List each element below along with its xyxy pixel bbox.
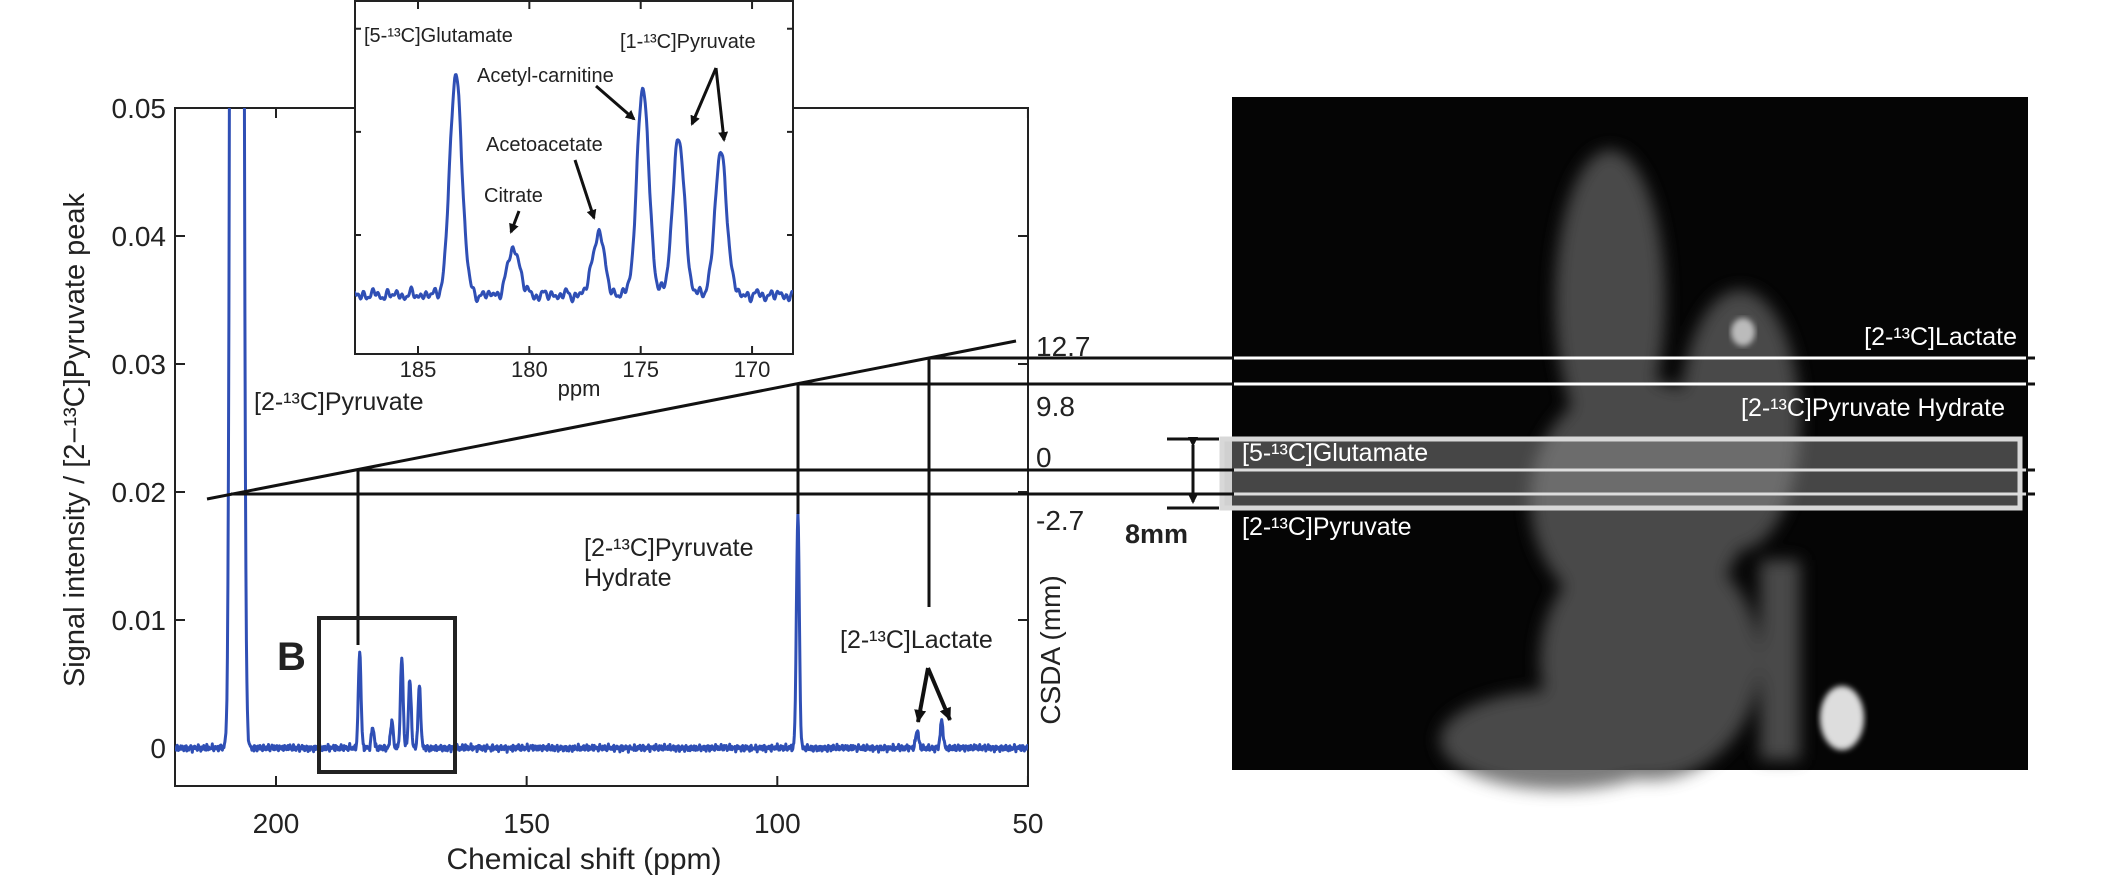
inset-x-tick-label: 185 bbox=[400, 357, 437, 382]
inset-x-tick-label: 175 bbox=[622, 357, 659, 382]
zoom-box-label: B bbox=[277, 635, 306, 679]
y-tick-label: 0.02 bbox=[112, 477, 167, 508]
pyruvate-label: [2-¹³C]Pyruvate bbox=[254, 388, 423, 416]
inset-label-acetoacetate: Acetoacetate bbox=[486, 134, 603, 156]
csda-axis-label: CSDA (mm) bbox=[1035, 575, 1066, 724]
slab-band bbox=[1219, 436, 2023, 511]
csda-level-label: 9.8 bbox=[1036, 391, 1075, 422]
x-tick-label: 50 bbox=[1012, 808, 1043, 839]
csda-level-labels: 12.7 9.8 0 -2.7 bbox=[1036, 331, 1091, 536]
inset-label-pyruvate1: [1-¹³C]Pyruvate bbox=[620, 31, 756, 53]
slice-lines-in-image bbox=[1234, 356, 2026, 496]
slice-label-glutamate: [5-¹³C]Glutamate bbox=[1242, 439, 1428, 467]
x-axis-label: Chemical shift (ppm) bbox=[446, 843, 721, 875]
thickness-label: 8mm bbox=[1125, 519, 1188, 549]
inset-label-citrate: Citrate bbox=[484, 185, 543, 207]
csda-level-label: 12.7 bbox=[1036, 331, 1091, 362]
inset-spectrum-line bbox=[355, 73, 793, 304]
inset-label-glutamate: [5-¹³C]Glutamate bbox=[364, 25, 513, 47]
slice-label-hydrate: [2-¹³C]Pyruvate Hydrate bbox=[1741, 394, 2005, 422]
lactate-label: [2-¹³C]Lactate bbox=[840, 626, 993, 654]
inset-x-tick-label: 180 bbox=[511, 357, 548, 382]
y-tick-label: 0 bbox=[150, 733, 166, 764]
thickness-indicator bbox=[1167, 437, 1219, 510]
hydrate-label-line1: [2-¹³C]Pyruvate bbox=[584, 534, 753, 562]
y-tick-label: 0.03 bbox=[112, 349, 167, 380]
y-tick-label: 0.01 bbox=[112, 605, 167, 636]
inset-x-label: ppm bbox=[558, 376, 601, 401]
main-ticks: 200 150 100 50 0 0.01 0.02 0.03 0.04 0.05 bbox=[112, 93, 1044, 839]
y-axis-label: Signal intensity / [2−¹³C]Pyruvate peak bbox=[59, 192, 91, 687]
mri-image bbox=[1232, 97, 2028, 790]
csda-level-label: 0 bbox=[1036, 442, 1052, 473]
y-tick-label: 0.04 bbox=[112, 221, 167, 252]
inset-label-acetyl-carnitine: Acetyl-carnitine bbox=[477, 65, 614, 87]
slice-label-pyruvate: [2-¹³C]Pyruvate bbox=[1242, 513, 1411, 541]
x-tick-label: 100 bbox=[754, 808, 801, 839]
lactate-arrows bbox=[914, 667, 952, 723]
x-tick-label: 200 bbox=[253, 808, 300, 839]
x-tick-label: 150 bbox=[503, 808, 550, 839]
inset-plot: 185 180 175 170 ppm [5-¹³C]Glutamate Acetyl… bbox=[354, 0, 794, 401]
hydrate-label-line2: Hydrate bbox=[584, 564, 672, 592]
csda-diagonal bbox=[206, 339, 1017, 501]
zoom-box-b bbox=[317, 616, 457, 774]
inset-arrows bbox=[509, 67, 729, 234]
csda-level-label: -2.7 bbox=[1036, 505, 1084, 536]
y-tick-label: 0.05 bbox=[112, 93, 167, 124]
slice-label-lactate: [2-¹³C]Lactate bbox=[1864, 323, 2017, 351]
inset-x-tick-label: 170 bbox=[734, 357, 771, 382]
